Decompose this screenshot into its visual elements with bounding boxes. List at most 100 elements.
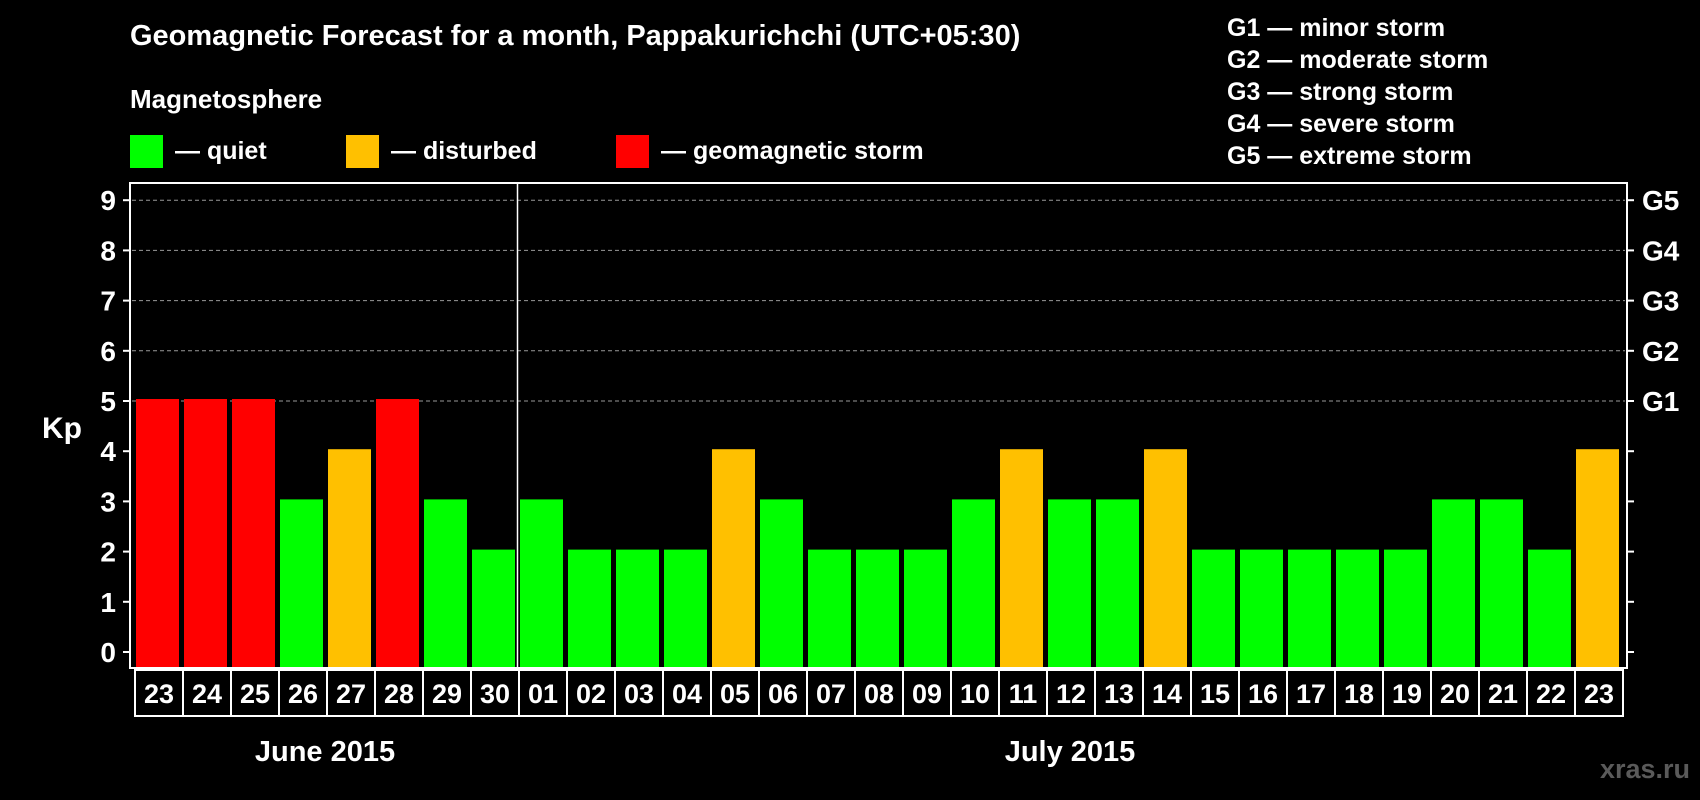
x-tick-label-4: 27 (336, 679, 366, 709)
bar-3 (280, 499, 323, 667)
x-tick-label-8: 01 (528, 679, 558, 709)
legend-quiet: — quiet (130, 134, 267, 168)
x-tick-label-13: 06 (768, 679, 798, 709)
x-tick-label-6: 29 (432, 679, 462, 709)
bar-26 (1384, 549, 1427, 667)
bar-9 (568, 549, 611, 667)
x-tick-label-27: 20 (1440, 679, 1470, 709)
x-tick-label-18: 11 (1009, 679, 1038, 709)
bar-14 (808, 549, 851, 667)
bar-17 (952, 499, 995, 667)
right-tick-label-g5: G5 (1642, 185, 1679, 216)
legend-storm-label: — geomagnetic storm (661, 136, 924, 165)
magnetosphere-heading: Magnetosphere (130, 84, 323, 114)
x-tick-label-1: 24 (192, 679, 222, 709)
bar-16 (904, 549, 947, 667)
bar-7 (472, 549, 515, 667)
bar-20 (1096, 499, 1139, 667)
bar-24 (1288, 549, 1331, 667)
storm-levels-list: G1 — minor storm G2 — moderate storm G3 … (1227, 12, 1488, 172)
bar-2 (232, 399, 275, 667)
x-tick-label-28: 21 (1488, 679, 1518, 709)
bar-10 (616, 549, 659, 667)
watermark: xras.ru (1599, 754, 1690, 784)
storm-level-g1: G1 — minor storm (1227, 14, 1446, 42)
bar-23 (1240, 549, 1283, 667)
x-tick-label-21: 14 (1152, 679, 1182, 709)
legend-storm: — geomagnetic storm (616, 134, 924, 168)
bar-29 (1528, 549, 1571, 667)
y-tick-label-6: 6 (100, 336, 116, 367)
bar-27 (1432, 499, 1475, 667)
x-tick-label-30: 23 (1584, 679, 1614, 709)
legend-disturbed-label: — disturbed (391, 136, 537, 165)
bar-0 (136, 399, 179, 667)
chart-title: Geomagnetic Forecast for a month, Pappak… (130, 20, 1021, 52)
legend-disturbed-swatch (346, 134, 379, 168)
x-tick-label-2: 25 (240, 679, 270, 709)
bar-25 (1336, 549, 1379, 667)
bar-13 (760, 499, 803, 667)
y-tick-label-4: 4 (100, 436, 116, 467)
bar-11 (664, 549, 707, 667)
bar-15 (856, 549, 899, 667)
legend-storm-swatch (616, 134, 649, 168)
x-tick-label-25: 18 (1344, 679, 1374, 709)
bar-4 (328, 449, 371, 667)
x-tick-label-9: 02 (576, 679, 606, 709)
bar-12 (712, 449, 755, 667)
x-tick-label-11: 04 (672, 679, 702, 709)
y-tick-label-2: 2 (100, 537, 116, 568)
bar-5 (376, 399, 419, 667)
x-tick-label-0: 23 (144, 679, 174, 709)
bar-19 (1048, 499, 1091, 667)
x-tick-label-15: 08 (864, 679, 894, 709)
x-tick-label-26: 19 (1392, 679, 1422, 709)
x-tick-label-20: 13 (1104, 679, 1134, 709)
y-tick-label-8: 8 (100, 235, 116, 266)
bar-21 (1144, 449, 1187, 667)
x-tick-label-19: 12 (1056, 679, 1086, 709)
bar-22 (1192, 549, 1235, 667)
y-axis-label: Kp (42, 412, 82, 445)
storm-level-g2: G2 — moderate storm (1227, 46, 1489, 74)
bar-6 (424, 499, 467, 667)
storm-level-g4: G4 — severe storm (1227, 110, 1455, 138)
y-tick-label-0: 0 (100, 637, 116, 668)
x-tick-label-16: 09 (912, 679, 942, 709)
right-tick-label-g2: G2 (1642, 336, 1679, 367)
x-tick-label-22: 15 (1200, 679, 1230, 709)
x-tick-label-3: 26 (288, 679, 318, 709)
legend-disturbed: — disturbed (346, 134, 537, 168)
right-tick-label-g1: G1 (1642, 386, 1679, 417)
right-tick-label-g3: G3 (1642, 286, 1679, 317)
date-box-30 (1574, 669, 1624, 717)
bar-8 (520, 499, 563, 667)
bar-18 (1000, 449, 1043, 667)
x-tick-label-23: 16 (1248, 679, 1278, 709)
x-tick-label-10: 03 (624, 679, 654, 709)
legend-quiet-swatch (130, 134, 163, 168)
x-tick-label-17: 10 (960, 679, 990, 709)
x-tick-label-24: 17 (1296, 679, 1326, 709)
month-label-july: July 2015 (1004, 736, 1136, 768)
plot-frame (129, 182, 1628, 669)
storm-level-g5: G5 — extreme storm (1227, 142, 1472, 170)
x-tick-label-29: 22 (1536, 679, 1566, 709)
storm-level-g3: G3 — strong storm (1227, 78, 1454, 106)
bar-1 (184, 399, 227, 667)
x-tick-label-12: 05 (720, 679, 750, 709)
right-tick-label-g4: G4 (1642, 235, 1680, 266)
y-tick-label-5: 5 (100, 386, 116, 417)
bar-28 (1480, 499, 1523, 667)
month-label-june: June 2015 (254, 736, 396, 768)
bar-30 (1576, 449, 1619, 667)
x-tick-label-5: 28 (384, 679, 414, 709)
x-tick-label-14: 07 (816, 679, 846, 709)
y-tick-label-9: 9 (100, 185, 116, 216)
y-tick-label-3: 3 (100, 486, 116, 517)
y-tick-label-1: 1 (100, 587, 116, 618)
y-tick-label-7: 7 (100, 286, 116, 317)
x-tick-label-7: 30 (480, 679, 510, 709)
